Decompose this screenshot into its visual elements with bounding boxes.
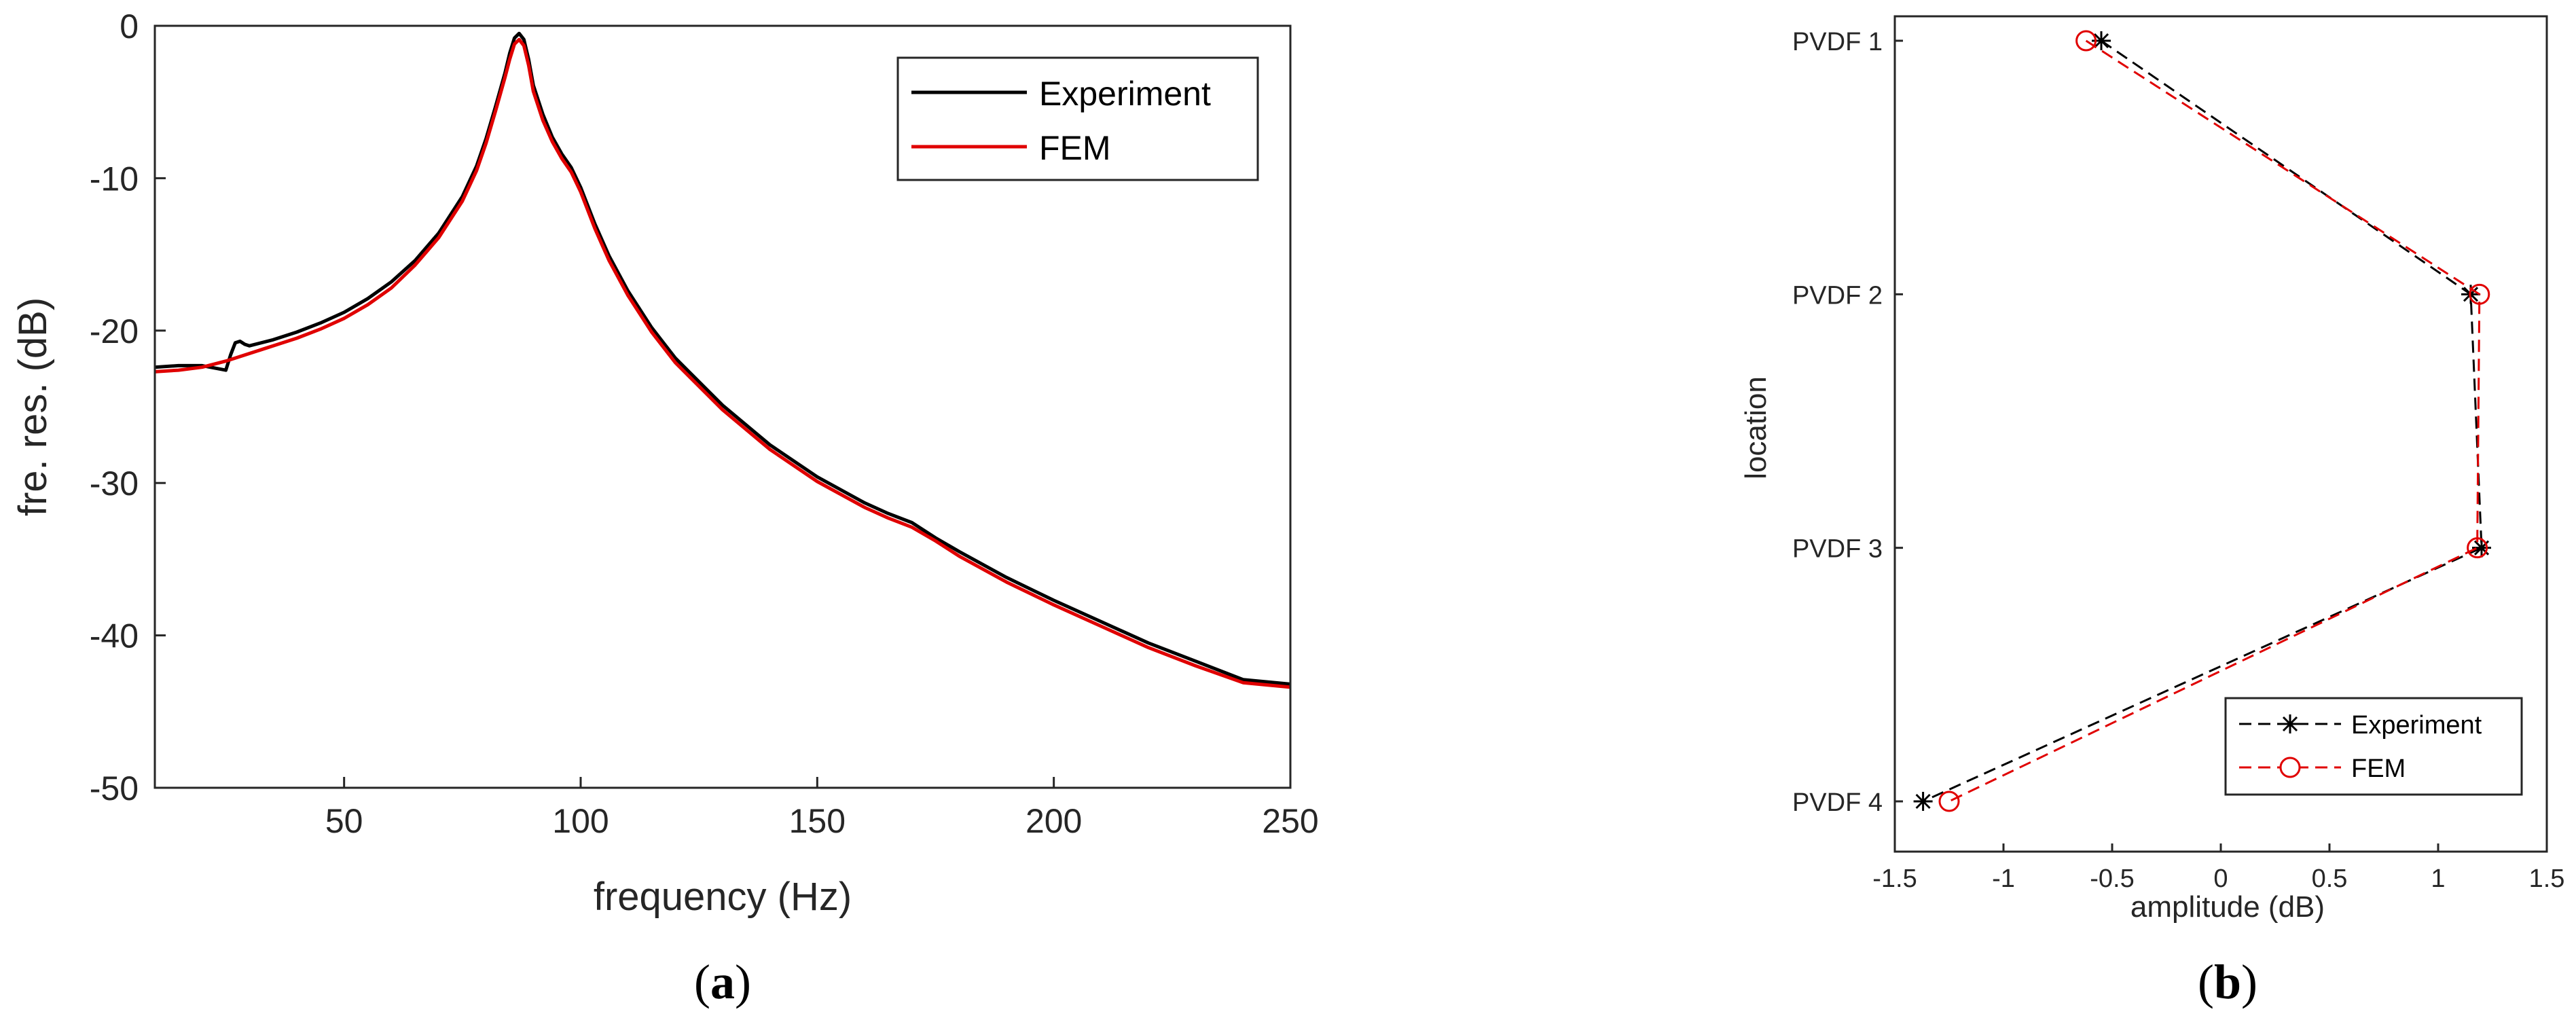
chart-a-y-tick-label: -50 xyxy=(90,769,139,807)
chart-b-x-tick-label: -0.5 xyxy=(2090,865,2134,893)
chart-b-fem-point xyxy=(2467,537,2488,559)
chart-a-y-tick-label: 0 xyxy=(120,7,139,46)
chart-a-x-axis-title: frequency (Hz) xyxy=(594,875,852,919)
chart-a-panel-label-letter: a xyxy=(710,955,735,1009)
chart-a-legend-box xyxy=(896,56,1259,181)
chart-b-legend-marker-experiment xyxy=(2281,714,2300,733)
chart-b-panel-label-open: ( xyxy=(2198,955,2214,1009)
chart-b-x-tick-label: -1.5 xyxy=(1872,865,1917,893)
chart-b-x-tick-label: 1 xyxy=(2431,865,2445,893)
chart-b-legend-label-fem: FEM xyxy=(2351,755,2406,783)
chart-b-panel-label-letter: b xyxy=(2214,955,2241,1009)
chart-a-y-axis-title: fre. res. (dB) xyxy=(11,297,55,516)
chart-a-x-tick-label: 150 xyxy=(789,802,846,840)
chart-b-series-experiment-line xyxy=(1922,39,2483,803)
chart-b-x-tick-label: 1.5 xyxy=(2529,865,2565,893)
chart-b-fem-point xyxy=(2075,30,2097,52)
chart-a: 50 100 150 200 250 0 -10 -20 -30 -40 -50 frequency… xyxy=(11,7,1319,1009)
chart-b-legend: Experiment FEM xyxy=(2224,697,2523,796)
chart-a-x-tick-label: 50 xyxy=(325,802,363,840)
chart-b-legend-marker-fem xyxy=(2279,757,2301,778)
chart-b-panel-label-close: ) xyxy=(2241,955,2257,1009)
chart-b-category-label: PVDF 2 xyxy=(1792,281,1883,310)
chart-a-series-fem-line xyxy=(154,37,1291,689)
chart-a-x-tick-label: 200 xyxy=(1026,802,1082,840)
chart-a-y-tick-label: -40 xyxy=(90,617,139,655)
chart-b-y-axis-title: location xyxy=(1739,376,1773,479)
chart-a-legend-label-fem: FEM xyxy=(1039,129,1111,167)
chart-a-ticks: 50 100 150 200 250 0 -10 -20 -30 -40 -50 xyxy=(90,7,1319,840)
chart-b-x-axis-title: amplitude (dB) xyxy=(2130,890,2325,924)
chart-b-category-label: PVDF 3 xyxy=(1792,535,1883,564)
chart-b-x-tick-label: 0.5 xyxy=(2312,865,2348,893)
chart-a-y-tick-label: -30 xyxy=(90,465,139,503)
chart-a-axes-box xyxy=(153,24,1292,789)
chart-b-x-tick-label: 0 xyxy=(2213,865,2228,893)
chart-b-category-label: PVDF 1 xyxy=(1792,28,1883,56)
chart-a-panel-label-open: ( xyxy=(694,955,710,1009)
chart-b-legend-box xyxy=(2224,697,2523,796)
chart-b-fem-point xyxy=(2469,283,2490,305)
chart-b-panel-label: (b) xyxy=(2198,955,2257,1009)
chart-a-y-tick-label: -20 xyxy=(90,312,139,350)
chart-a-y-tick-label: -10 xyxy=(90,160,139,198)
chart-a-x-tick-label: 100 xyxy=(552,802,609,840)
chart-b-experiment-point xyxy=(2472,538,2491,558)
chart-b-experiment-point xyxy=(1913,792,1933,811)
chart-b-series-fem-line xyxy=(1948,39,2481,803)
chart-b-plot-area xyxy=(1913,30,2491,812)
chart-a-x-tick-label: 250 xyxy=(1262,802,1318,840)
chart-b-legend-label-experiment: Experiment xyxy=(2351,711,2482,740)
chart-b-x-tick-label: -1 xyxy=(1992,865,2015,893)
chart-b-category-label: PVDF 4 xyxy=(1792,788,1883,817)
chart-a-panel-label-close: ) xyxy=(735,955,751,1009)
chart-a-legend-label-experiment: Experiment xyxy=(1039,75,1211,113)
chart-b: -1.5 -1 -0.5 0 0.5 1 1.5 PVDF 1 PVDF 2 PVDF 3 PVDF… xyxy=(1739,15,2564,1009)
chart-b-ticks: -1.5 -1 -0.5 0 0.5 1 1.5 PVDF 1 PVDF 2 PVDF 3 PVDF… xyxy=(1792,28,2564,893)
chart-a-legend: Experiment FEM xyxy=(896,56,1259,181)
chart-a-plot-area xyxy=(154,31,1291,689)
chart-a-panel-label: (a) xyxy=(694,955,751,1009)
chart-b-fem-point xyxy=(1938,790,1960,812)
